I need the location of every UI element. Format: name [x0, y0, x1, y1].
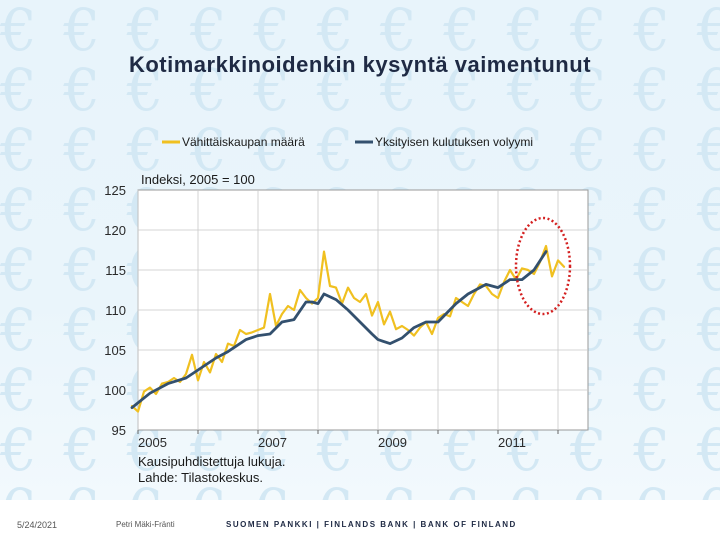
y-tick-label: 95: [112, 423, 126, 438]
x-axis-ticks: 2005 2007 2009 2011: [137, 430, 559, 450]
series-lines: [130, 244, 566, 413]
chart-note-seasonal: Kausipuhdistettuja lukuja.: [138, 454, 285, 469]
y-tick-label: 110: [105, 303, 126, 318]
series-line-1: [130, 244, 566, 413]
chart-note-source: Lahde: Tilastokeskus.: [138, 470, 263, 485]
footer-author: Petri Mäki-Fränti: [116, 520, 175, 529]
x-tick-label: 2005: [138, 435, 167, 450]
x-tick-label: 2009: [378, 435, 407, 450]
y-tick-label: 100: [104, 383, 126, 398]
legend-label-1: Vähittäiskaupan määrä: [182, 135, 305, 149]
series-line-2: [130, 250, 548, 410]
line-chart: Vähittäiskaupan määrä Yksityisen kulutuks…: [104, 135, 589, 485]
footer-date: 5/24/2021: [17, 520, 58, 530]
chart-container: Vähittäiskaupan määrä Yksityisen kulutuks…: [90, 128, 600, 500]
footer-bank-name: SUOMEN PANKKI | FINLANDS BANK | BANK OF …: [226, 520, 517, 529]
x-tick-label: 2007: [258, 435, 287, 450]
legend-label-2: Yksityisen kulutuksen volyymi: [375, 135, 533, 149]
x-tick-label: 2011: [498, 435, 526, 450]
index-label: Indeksi, 2005 = 100: [141, 172, 255, 187]
y-axis-ticks: 95 100 105 110 115 120 125: [104, 183, 126, 438]
slide-footer: 5/24/2021 Petri Mäki-Fränti SUOMEN PANKK…: [0, 500, 720, 540]
chart-legend: Vähittäiskaupan määrä Yksityisen kulutuks…: [162, 135, 533, 149]
slide-title: Kotimarkkinoidenkin kysyntä vaimentunut: [128, 52, 592, 77]
highlight-ellipse: [514, 216, 572, 316]
highlight-annotation: [514, 216, 572, 316]
y-tick-label: 120: [104, 223, 126, 238]
y-tick-label: 115: [105, 263, 126, 278]
y-tick-label: 105: [104, 343, 126, 358]
grid-lines: [137, 190, 588, 430]
y-tick-label: 125: [104, 183, 126, 198]
